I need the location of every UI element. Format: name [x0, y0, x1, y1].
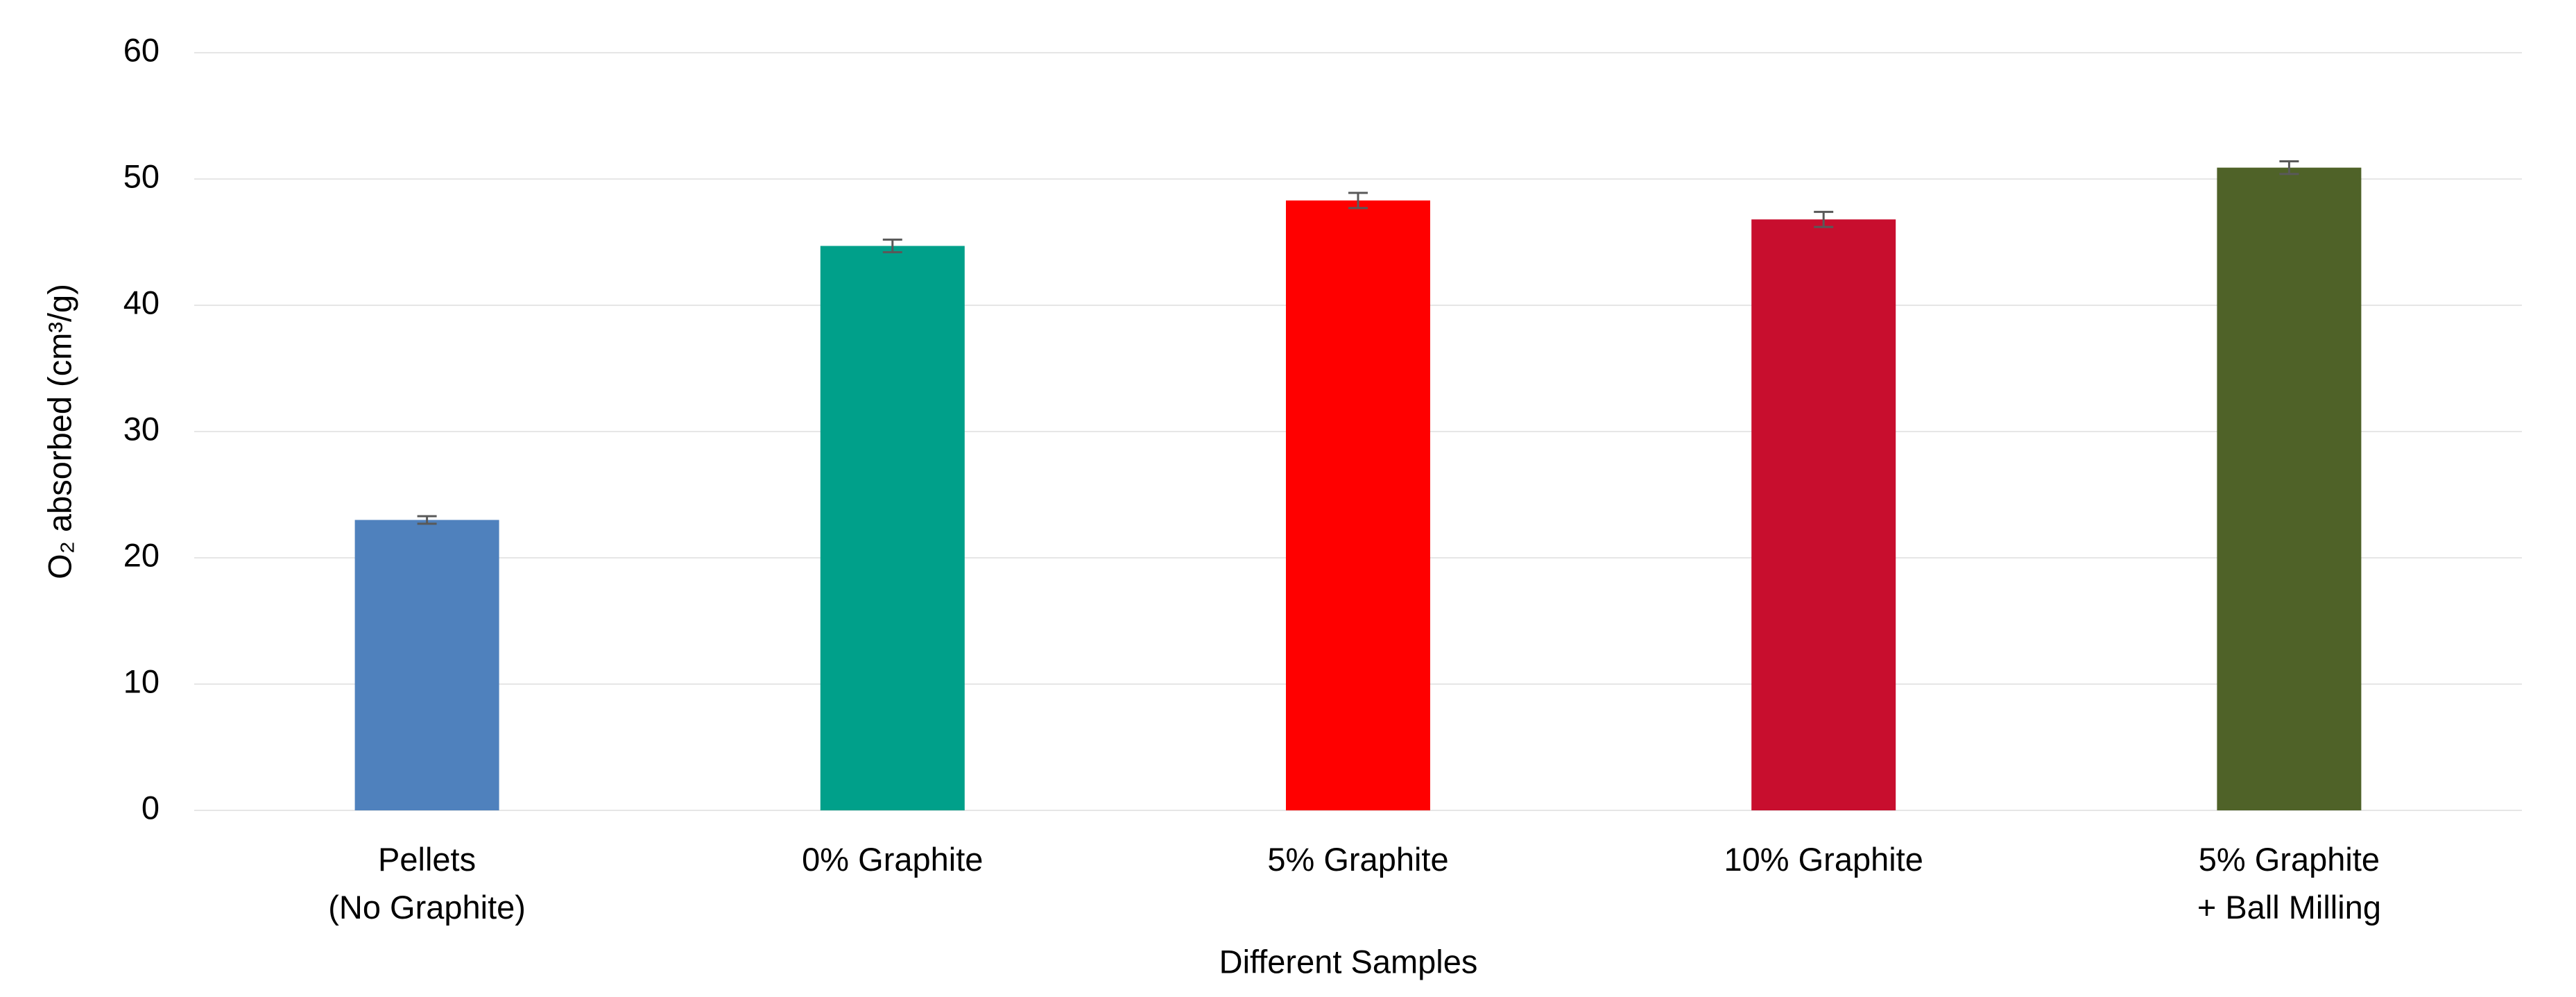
bar: [354, 520, 499, 810]
error-bar: [1348, 191, 1368, 210]
y-tick-label: 10: [123, 663, 160, 699]
error-bar: [417, 515, 437, 525]
x-axis-title: Different Samples: [1219, 943, 1478, 980]
error-bar: [882, 238, 902, 254]
y-tick-label: 40: [123, 284, 160, 321]
x-tick-label: 5% Graphite: [1267, 841, 1448, 878]
y-tick-label: 30: [123, 410, 160, 447]
bar: [1751, 219, 1896, 810]
bar: [820, 246, 965, 811]
error-bar: [1814, 210, 1834, 228]
y-axis-title: O₂ absorbed (cm³/g): [41, 284, 78, 579]
x-tick-label: Pellets (No Graphite): [328, 841, 526, 926]
y-tick-label: 20: [123, 536, 160, 573]
y-tick-label: 0: [141, 789, 160, 826]
x-tick-label: 10% Graphite: [1724, 841, 1923, 878]
y-tick-label: 60: [123, 31, 160, 68]
y-tick-label: 50: [123, 157, 160, 194]
x-tick-label: 5% Graphite + Ball Milling: [2197, 841, 2381, 926]
error-bar: [2279, 160, 2299, 176]
x-tick-label: 0% Graphite: [802, 841, 983, 878]
bar: [2217, 167, 2362, 810]
bar: [1286, 200, 1430, 810]
